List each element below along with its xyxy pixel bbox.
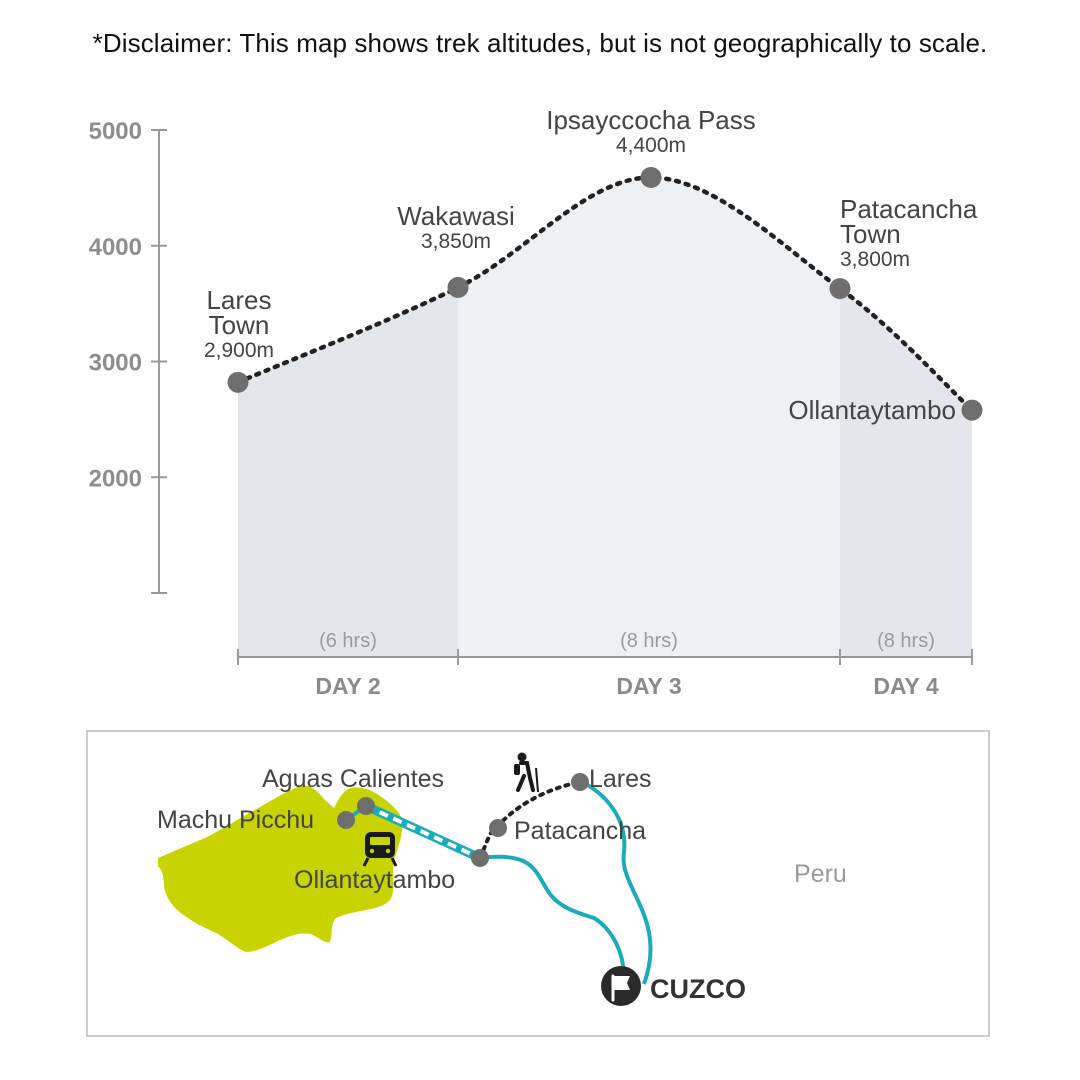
peak-name-2-0: Ipsayccocha Pass [546, 105, 756, 135]
map-frame [86, 730, 990, 1037]
y-tick-label-4000: 4000 [89, 234, 142, 261]
peak-altitude-2: 4,400m [616, 134, 686, 157]
trek-route-map [478, 780, 582, 860]
y-tick-label-3000: 3000 [89, 350, 142, 377]
day-bands [238, 177, 972, 657]
marker-ollantaytambo [471, 849, 489, 867]
day-duration-2: (6 hrs) [319, 630, 377, 652]
y-tick-label-2000: 2000 [89, 465, 142, 492]
day-axis: (6 hrs) DAY 2 (8 hrs) DAY 3 (8 hrs) DAY 4 [237, 630, 973, 699]
peak-labels: LaresTown2,900mWakawasi3,850mIpsayccocha… [204, 105, 978, 425]
y-tick-label-5000: 5000 [89, 118, 142, 145]
peak-altitude-3: 3,800m [840, 248, 910, 271]
marker-aguas-calientes [357, 797, 375, 815]
marker-patacancha [489, 819, 507, 837]
marker-lares [571, 773, 589, 791]
label-peru: Peru [794, 860, 847, 888]
peak-altitude-0: 2,900m [204, 339, 274, 362]
label-aguas-calientes: Aguas Calientes [262, 765, 444, 793]
day-label-2: DAY 2 [315, 673, 380, 699]
peak-altitude-1: 3,850m [421, 230, 491, 253]
road-to-ollantaytambo [479, 854, 626, 987]
altitude-markers [227, 166, 983, 421]
peak-name-4-0: Ollantaytambo [788, 395, 956, 425]
day-duration-4: (8 hrs) [877, 630, 935, 652]
altitude-marker-4 [961, 399, 983, 421]
peak-name-3-1: Town [840, 219, 901, 249]
road-to-lares [581, 780, 653, 985]
flag-icon [601, 966, 641, 1006]
hiker-icon [514, 752, 539, 793]
road-machu-picchu [344, 804, 368, 822]
rail-line [364, 801, 482, 863]
label-ollantaytambo: Ollantaytambo [294, 866, 455, 894]
day-band-2 [238, 177, 458, 657]
altitude-marker-1 [447, 276, 469, 298]
altitude-marker-0 [227, 371, 249, 393]
day-label-3: DAY 3 [616, 673, 681, 699]
altitude-marker-3 [829, 278, 851, 300]
peak-name-3-0: Patacancha [840, 194, 978, 224]
label-cuzco: CUZCO [650, 974, 746, 1004]
day-band-3 [458, 177, 840, 657]
sacred-valley-region [158, 785, 403, 952]
day-band-4 [840, 177, 972, 657]
rail-dash [365, 804, 481, 860]
altitude-marker-2 [640, 166, 662, 188]
day-label-4: DAY 4 [873, 673, 938, 699]
label-lares: Lares [589, 765, 652, 793]
label-patacancha: Patacancha [514, 817, 646, 845]
train-icon [362, 832, 398, 867]
peak-name-0-1: Town [209, 310, 270, 340]
day-duration-3: (8 hrs) [620, 630, 678, 652]
disclaimer: *Disclaimer: This map shows trek altitud… [92, 28, 988, 58]
y-axis: 5000 4000 3000 2000 [89, 118, 167, 594]
peak-name-1-0: Wakawasi [397, 201, 515, 231]
label-machu-picchu: Machu Picchu [157, 806, 314, 834]
peak-name-0-0: Lares [206, 285, 271, 315]
marker-machu-picchu [337, 811, 355, 829]
